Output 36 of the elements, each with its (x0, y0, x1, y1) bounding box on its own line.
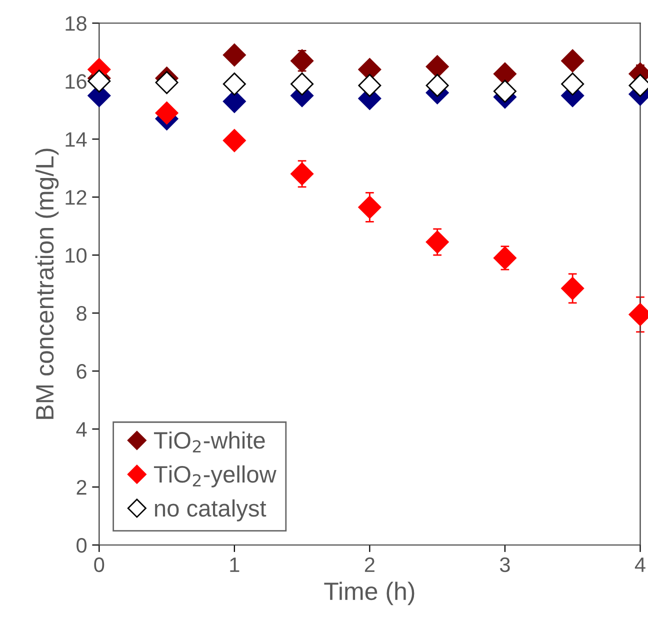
y-tick-label: 4 (76, 422, 87, 437)
y-axis-title: BM concentration (mg/L) (35, 148, 59, 419)
point (290, 162, 314, 186)
point (358, 74, 382, 97)
point (493, 246, 516, 270)
point (358, 196, 382, 219)
x-tick-label: 0 (94, 557, 104, 572)
y-tick-label: 16 (66, 74, 86, 89)
legend-label: TiO$_{2}$-yellow (154, 465, 276, 488)
point (155, 71, 178, 94)
y-tick-label: 2 (76, 480, 86, 495)
x-tick-label: 4 (634, 558, 646, 572)
point (561, 276, 584, 300)
point (222, 129, 246, 152)
x-tick-label: 1 (230, 558, 240, 572)
point (426, 74, 449, 97)
legend-label: no catalyst (155, 499, 266, 522)
y-tick-label: 18 (66, 16, 86, 31)
y-tick-label: 6 (76, 364, 86, 379)
y-tick-label: 10 (66, 248, 87, 263)
y-tick-label: 0 (76, 538, 87, 553)
legend-label: TiO$_{2}$-white (154, 431, 265, 452)
point (493, 80, 516, 103)
point (155, 102, 178, 124)
point (222, 44, 246, 67)
point (426, 230, 449, 254)
point (290, 49, 314, 72)
y-tick-label: 12 (66, 190, 86, 205)
point (290, 72, 314, 96)
point (561, 49, 584, 72)
x-tick-label: 2 (364, 557, 374, 572)
point (561, 72, 584, 96)
y-tick-label: 14 (66, 132, 87, 147)
x-tick-label: 3 (500, 557, 510, 572)
x-axis-title: Time (h) (324, 582, 414, 606)
y-tick-label: 8 (76, 306, 86, 321)
